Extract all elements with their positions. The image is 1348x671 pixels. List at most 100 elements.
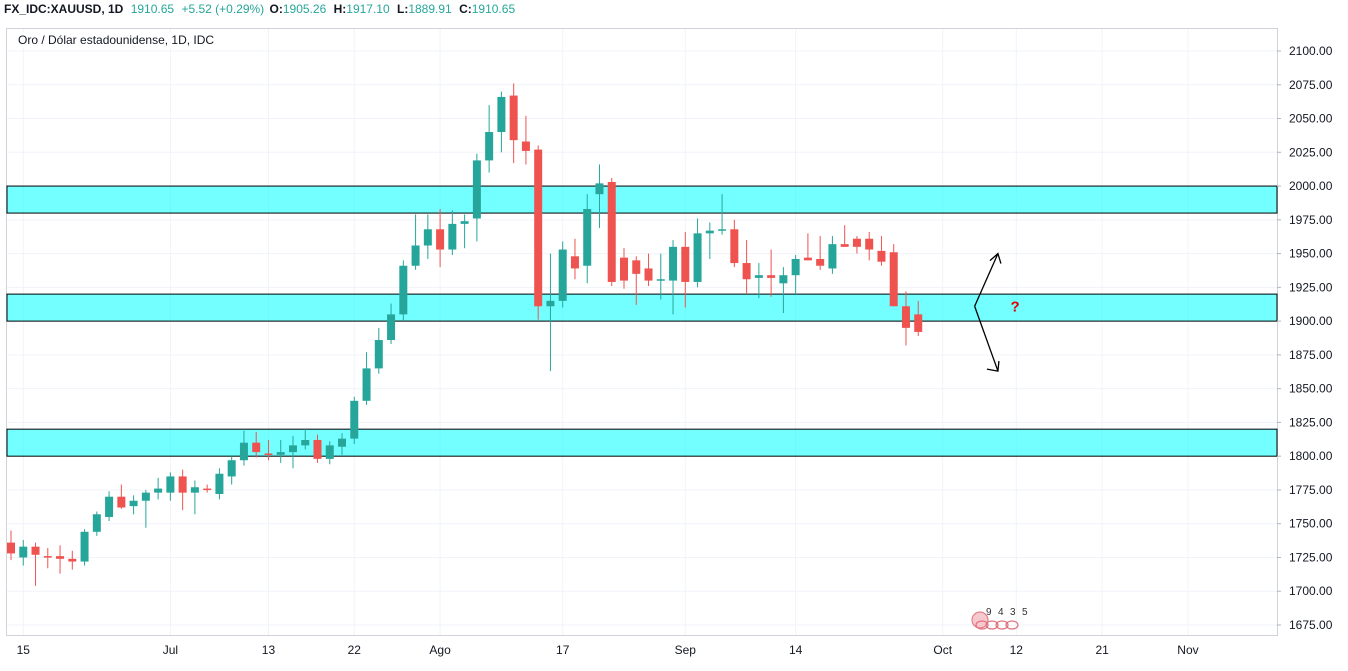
candle-body: [350, 400, 359, 439]
candle-up: [718, 194, 727, 235]
candle-body: [693, 233, 702, 282]
candle-up: [387, 303, 396, 345]
candle-down: [570, 238, 579, 280]
candle-down: [852, 236, 861, 254]
x-tick-label: 12: [1010, 643, 1024, 657]
candle-down: [607, 177, 616, 287]
y-tick-label: 1975.00: [1289, 213, 1333, 227]
candle-body: [460, 221, 469, 224]
symbol-label[interactable]: FX_IDC:XAUUSD, 1D: [4, 2, 124, 16]
arrow-up-line: [974, 253, 999, 307]
candle-body: [607, 182, 616, 282]
y-tick-label: 1900.00: [1289, 314, 1333, 328]
candle-down: [865, 231, 874, 261]
candle-down: [7, 530, 15, 561]
candle-body: [411, 245, 420, 266]
candle-up: [276, 439, 285, 463]
candle-body: [129, 500, 138, 507]
candle-down: [632, 256, 641, 305]
candle-body: [472, 160, 481, 219]
candle-up: [92, 511, 101, 536]
candle-up: [301, 429, 310, 450]
candle-body: [803, 257, 812, 261]
candle-up: [448, 210, 457, 255]
open-label: O:: [269, 2, 283, 16]
candle-up: [215, 468, 224, 500]
open-value: 1905.26: [282, 2, 327, 16]
candle-up: [362, 352, 371, 405]
candle-up: [558, 241, 567, 308]
y-tick-label: 1725.00: [1289, 550, 1333, 564]
candle-up: [141, 489, 150, 528]
candle-down: [178, 469, 187, 511]
candle-body: [80, 531, 89, 562]
y-tick-label: 1675.00: [1289, 618, 1333, 632]
candle-down: [313, 434, 322, 463]
candle-body: [583, 209, 592, 266]
arrow-up-head: [989, 252, 1002, 264]
candle-up: [239, 430, 248, 466]
y-tick-label: 1950.00: [1289, 247, 1333, 261]
candle-body: [595, 183, 604, 195]
price-axis[interactable]: 1675.00 1700.00 1725.00 1750.00 1775.00 1800.…: [1277, 44, 1333, 632]
candle-up: [472, 153, 481, 242]
candle-down: [252, 431, 261, 458]
candle-body: [570, 256, 579, 269]
candle-body: [852, 238, 861, 247]
candle-body: [840, 244, 849, 247]
candle-down: [620, 248, 628, 289]
chart-pane[interactable]: [6, 28, 1278, 636]
watermark-ring: [995, 620, 1009, 630]
candle-down: [681, 231, 690, 308]
candle-body: [497, 96, 506, 133]
candle-body: [117, 496, 126, 508]
x-tick-label: Nov: [1177, 643, 1198, 657]
candle-body: [423, 229, 432, 246]
candle-down: [901, 291, 910, 346]
candle-down: [742, 240, 751, 295]
candle-down: [68, 550, 77, 570]
candle-body: [338, 438, 347, 447]
candle-up: [227, 456, 236, 485]
price-zone: [6, 293, 1278, 322]
candle-up: [338, 433, 347, 455]
candle-down: [31, 542, 40, 586]
candle-body: [166, 476, 175, 493]
candle-up: [423, 214, 432, 259]
watermark-ring: [1005, 620, 1019, 630]
candle-body: [190, 487, 199, 493]
candle-up: [754, 263, 763, 299]
high-label: H:: [333, 2, 347, 16]
candle-body: [448, 223, 457, 250]
candle-up: [19, 539, 28, 566]
y-tick-label: 1825.00: [1289, 415, 1333, 429]
x-tick-label: 21: [1095, 643, 1109, 657]
candle-down: [816, 236, 825, 270]
arrow-down-head: [986, 361, 1000, 372]
candle-up: [288, 435, 297, 469]
grid-lines: [7, 29, 1277, 635]
watermark-digit: 9: [986, 607, 992, 618]
support-resistance-zones: [6, 185, 1278, 457]
last-price: 1910.65: [130, 2, 175, 16]
candle-body: [877, 250, 886, 262]
candle-up: [325, 441, 334, 465]
candle-up: [411, 214, 420, 270]
y-tick-label: 1925.00: [1289, 280, 1333, 294]
candle-down: [521, 115, 530, 165]
candle-body: [485, 132, 494, 161]
candle-body: [252, 442, 261, 453]
x-tick-label: 13: [262, 643, 276, 657]
x-tick-label: 22: [348, 643, 362, 657]
y-tick-label: 1775.00: [1289, 483, 1333, 497]
candle-up: [350, 396, 359, 445]
candle-up: [485, 105, 494, 173]
time-axis[interactable]: 15 Jul 13 22 Ago 17 Sep 14 Oct 12 21 Nov: [17, 643, 1199, 657]
y-tick-label: 2075.00: [1289, 78, 1333, 92]
candle-up: [166, 472, 175, 501]
low-label: L:: [397, 2, 409, 16]
candle-up: [460, 214, 469, 249]
candle-body: [19, 546, 28, 558]
